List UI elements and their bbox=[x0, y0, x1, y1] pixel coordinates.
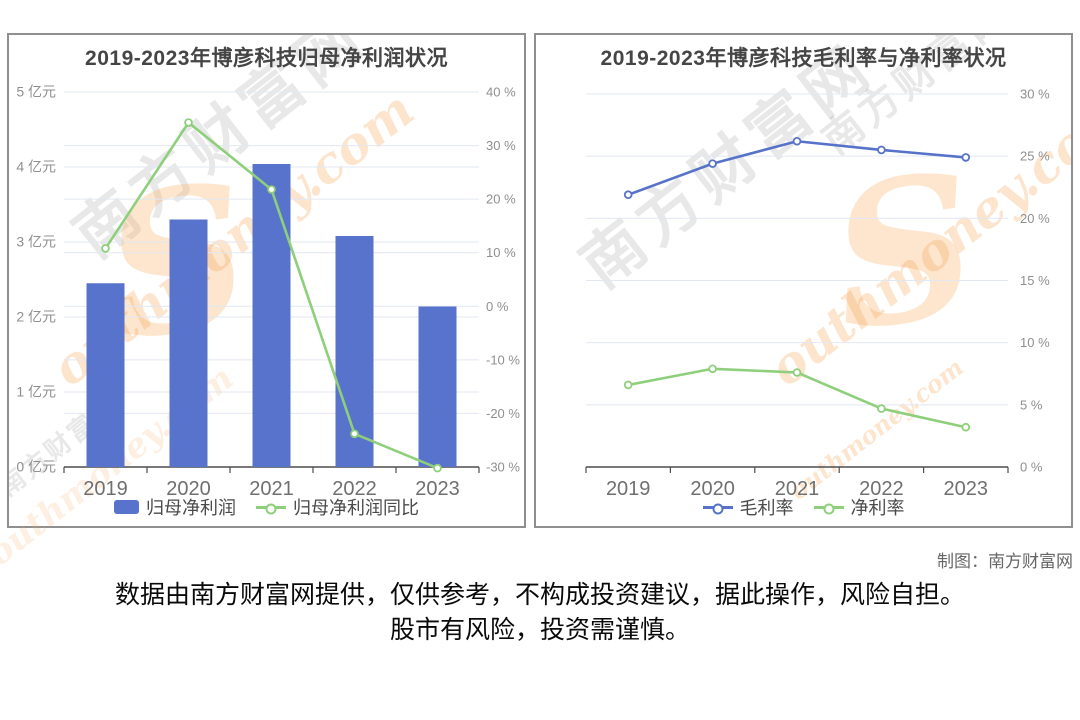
legend-item-1: 净利率 bbox=[813, 494, 905, 520]
svg-text:2022: 2022 bbox=[332, 478, 377, 500]
svg-text:5 亿元: 5 亿元 bbox=[16, 84, 56, 100]
svg-text:-20 %: -20 % bbox=[486, 406, 520, 421]
credit-text: 制图：南方财富网 bbox=[937, 552, 1073, 571]
chart-card-net-profit: 南方财富网 S outhmoney.com 南方财富网 2019-2023年博彦… bbox=[7, 33, 526, 528]
svg-text:0 %: 0 % bbox=[1020, 460, 1043, 475]
line-series-yoy bbox=[101, 118, 442, 473]
legend-line-marker bbox=[813, 503, 844, 514]
svg-text:3 亿元: 3 亿元 bbox=[16, 234, 56, 250]
legend-item-0: 毛利率 bbox=[702, 494, 794, 520]
svg-text:20 %: 20 % bbox=[1020, 211, 1050, 226]
line-series-net-margin bbox=[623, 364, 971, 432]
svg-text:2019: 2019 bbox=[83, 478, 128, 500]
legend-item-0: 归母净利润 bbox=[114, 494, 236, 520]
legend-line-marker bbox=[702, 503, 733, 514]
legend-line-marker bbox=[256, 503, 286, 514]
chart1-title: 2019-2023年博彦科技归母净利润状况 bbox=[85, 47, 448, 70]
svg-text:20 %: 20 % bbox=[486, 192, 516, 207]
chart1-plot: 5 亿元 4 亿元 3 亿元 2 亿元 1 亿元 0 亿元 40 % 30 % 20 % 10 %… bbox=[16, 84, 520, 501]
legend-label: 归母净利润 bbox=[146, 498, 236, 518]
svg-text:10 %: 10 % bbox=[1020, 335, 1050, 350]
legend-label: 归母净利润同比 bbox=[293, 498, 419, 518]
legend-item-1: 归母净利润同比 bbox=[256, 494, 419, 520]
disclaimer: 数据由南方财富网提供，仅供参考，不构成投资建议，据此操作，风险自担。 股市有风险… bbox=[0, 578, 1080, 648]
svg-text:30 %: 30 % bbox=[1020, 87, 1050, 102]
svg-text:10 %: 10 % bbox=[486, 245, 516, 260]
y-axis: 5 亿元 4 亿元 3 亿元 2 亿元 1 亿元 0 亿元 bbox=[16, 84, 479, 475]
svg-text:2022: 2022 bbox=[859, 478, 904, 500]
svg-text:15 %: 15 % bbox=[1020, 273, 1050, 288]
svg-text:2 亿元: 2 亿元 bbox=[16, 309, 56, 325]
svg-text:40 %: 40 % bbox=[486, 85, 516, 100]
line-series-gross-margin bbox=[623, 136, 971, 200]
legend-ring-icon bbox=[712, 503, 723, 514]
legend-label: 净利率 bbox=[850, 498, 905, 518]
svg-text:0 亿元: 0 亿元 bbox=[16, 459, 56, 475]
x-axis: 2019 2020 2021 2022 2023 bbox=[63, 466, 480, 500]
chart1-legend: 归母净利润 归母净利润同比 bbox=[9, 494, 524, 520]
svg-text:0 %: 0 % bbox=[486, 299, 509, 314]
svg-text:1 亿元: 1 亿元 bbox=[16, 384, 56, 400]
svg-text:2021: 2021 bbox=[775, 478, 820, 500]
chart2-legend: 毛利率 净利率 bbox=[536, 494, 1071, 520]
legend-bar-swatch bbox=[114, 500, 139, 514]
legend-label: 毛利率 bbox=[739, 498, 794, 518]
svg-text:2023: 2023 bbox=[415, 478, 460, 500]
svg-text:2020: 2020 bbox=[690, 478, 735, 500]
x-axis: 2019 2020 2021 2022 2023 bbox=[585, 466, 1009, 500]
svg-text:2023: 2023 bbox=[944, 478, 989, 500]
svg-text:2021: 2021 bbox=[249, 478, 294, 500]
svg-text:4 亿元: 4 亿元 bbox=[16, 159, 56, 175]
disclaimer-line2: 股市有风险，投资需谨慎。 bbox=[389, 616, 690, 644]
chart2-title: 2019-2023年博彦科技毛利率与净利率状况 bbox=[600, 47, 1007, 70]
chart2-plot: 30 %25 %20 %15 %10 %5 %0 %2019 2020 2021 20… bbox=[585, 87, 1050, 500]
svg-text:25 %: 25 % bbox=[1020, 149, 1050, 164]
bar-series-net-profit bbox=[86, 164, 457, 467]
legend-ring-icon bbox=[265, 503, 277, 514]
svg-text:-30 %: -30 % bbox=[486, 460, 520, 475]
chart-card-margins: 南方财富网 南方财富网 S outhmoney.com outhmoney.co… bbox=[534, 33, 1073, 528]
svg-text:2020: 2020 bbox=[166, 478, 211, 500]
y-axis: 40 % 30 % 20 % 10 % 0 % -10 % -20 % -30 % bbox=[64, 85, 520, 475]
svg-text:30 %: 30 % bbox=[486, 138, 516, 153]
disclaimer-line1: 数据由南方财富网提供，仅供参考，不构成投资建议，据此操作，风险自担。 bbox=[114, 581, 965, 609]
legend-ring-icon bbox=[823, 503, 834, 514]
svg-text:-10 %: -10 % bbox=[486, 352, 520, 367]
svg-text:2019: 2019 bbox=[606, 478, 651, 500]
svg-text:5 %: 5 % bbox=[1020, 397, 1043, 412]
